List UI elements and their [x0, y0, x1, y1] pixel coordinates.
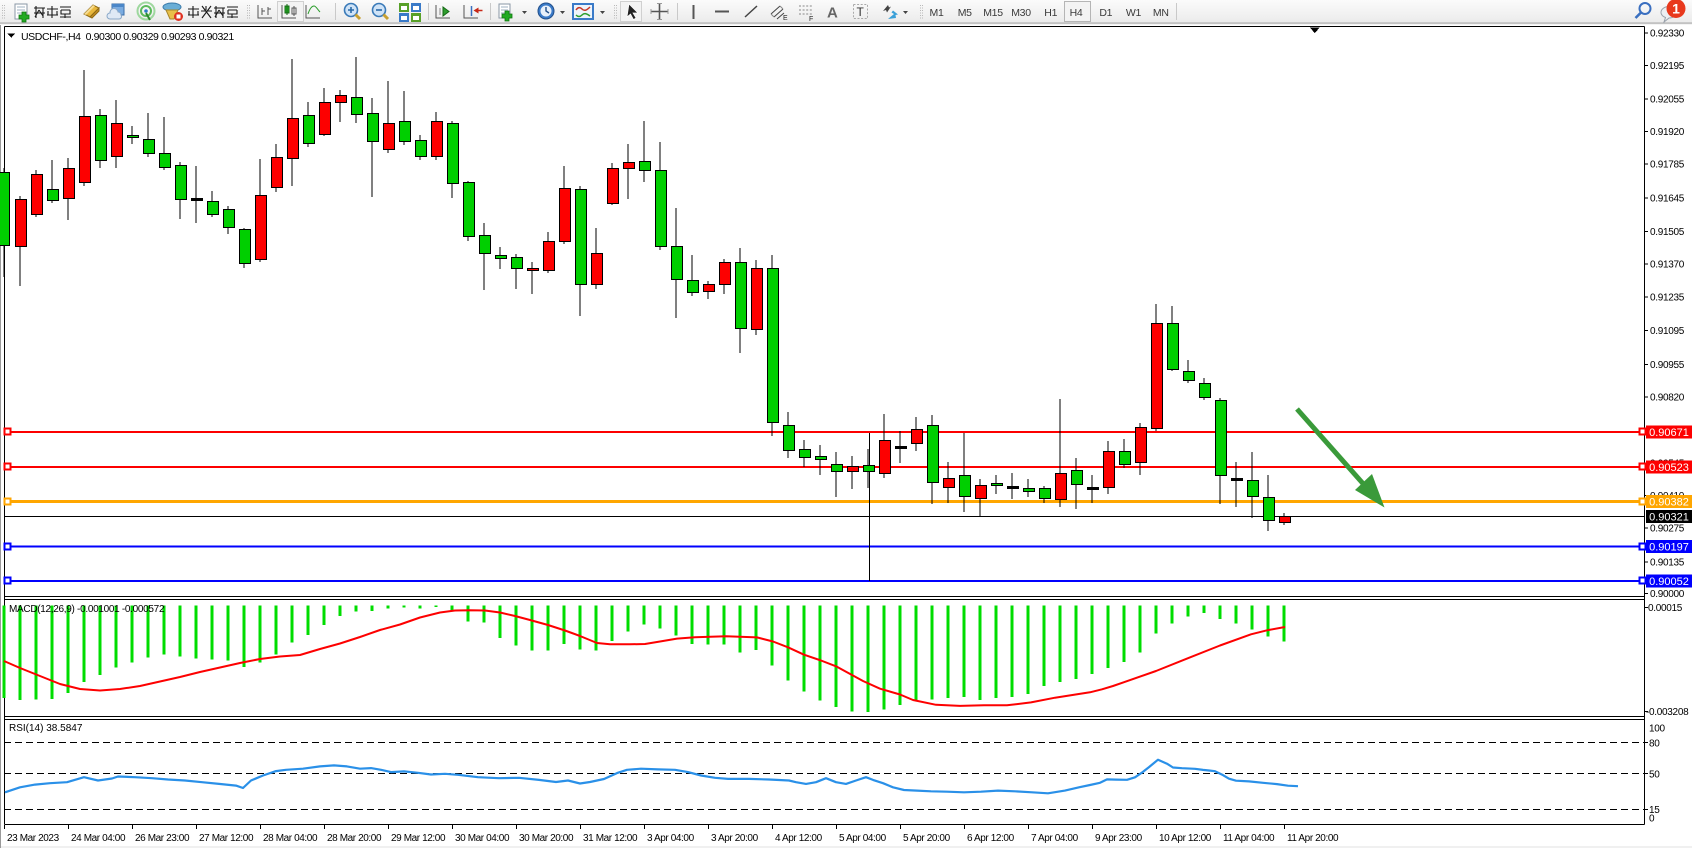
svg-text:26 Mar 23:00: 26 Mar 23:00 [135, 833, 190, 844]
svg-text:80: 80 [1649, 738, 1660, 749]
svg-text:0.90523: 0.90523 [1649, 462, 1689, 474]
svg-text:28 Mar 20:00: 28 Mar 20:00 [327, 833, 382, 844]
svg-text:50: 50 [1649, 769, 1660, 780]
svg-text:27 Mar 12:00: 27 Mar 12:00 [199, 833, 254, 844]
svg-text:0.90197: 0.90197 [1649, 542, 1689, 554]
svg-text:0.90955: 0.90955 [1650, 360, 1685, 371]
svg-text:E: E [783, 15, 788, 22]
svg-text:RSI(14) 38.5847: RSI(14) 38.5847 [9, 723, 83, 734]
svg-text:6 Apr 12:00: 6 Apr 12:00 [967, 833, 1015, 844]
svg-text:15: 15 [1649, 805, 1660, 816]
svg-text:0.91785: 0.91785 [1650, 160, 1685, 171]
svg-text:31 Mar 12:00: 31 Mar 12:00 [583, 833, 638, 844]
svg-text:0.92330: 0.92330 [1650, 28, 1685, 39]
svg-text:30 Mar 20:00: 30 Mar 20:00 [519, 833, 574, 844]
svg-text:M30: M30 [1011, 7, 1031, 19]
svg-text:0.91645: 0.91645 [1650, 193, 1685, 204]
svg-text:0.90382: 0.90382 [1649, 497, 1689, 509]
svg-text:M5: M5 [958, 7, 972, 19]
svg-text:MACD(12,26,9) -0.001001 -0.000: MACD(12,26,9) -0.001001 -0.000572 [9, 604, 165, 615]
svg-text:W1: W1 [1126, 7, 1142, 19]
svg-text:M15: M15 [983, 7, 1003, 19]
svg-text:0.90321: 0.90321 [1649, 512, 1689, 524]
svg-text:24 Mar 04:00: 24 Mar 04:00 [71, 833, 126, 844]
svg-text:-0.003208: -0.003208 [1646, 707, 1689, 718]
svg-text:A: A [827, 5, 838, 22]
svg-text:MN: MN [1153, 7, 1169, 19]
svg-text:11 Apr 20:00: 11 Apr 20:00 [1287, 833, 1339, 844]
svg-text:4 Apr 12:00: 4 Apr 12:00 [775, 833, 823, 844]
svg-text:0.91370: 0.91370 [1650, 260, 1685, 271]
svg-text:0.91235: 0.91235 [1650, 292, 1685, 303]
svg-text:30 Mar 04:00: 30 Mar 04:00 [455, 833, 510, 844]
svg-text:9 Apr 23:00: 9 Apr 23:00 [1095, 833, 1143, 844]
svg-text:100: 100 [1649, 724, 1666, 735]
svg-text:0.92195: 0.92195 [1650, 61, 1685, 72]
svg-text:29 Mar 12:00: 29 Mar 12:00 [391, 833, 446, 844]
svg-text:0: 0 [1649, 814, 1655, 825]
svg-text:5 Apr 04:00: 5 Apr 04:00 [839, 833, 887, 844]
svg-text:0.90671: 0.90671 [1649, 427, 1689, 439]
svg-text:0.92055: 0.92055 [1650, 95, 1685, 106]
svg-text:USDCHF-,H4 0.90300 0.90329 0.: USDCHF-,H4 0.90300 0.90329 0.90293 0.903… [21, 31, 234, 43]
svg-text:10 Apr 12:00: 10 Apr 12:00 [1159, 833, 1212, 844]
svg-text:0.90052: 0.90052 [1649, 576, 1689, 588]
svg-text:H4: H4 [1070, 7, 1083, 19]
svg-text:M1: M1 [930, 7, 944, 19]
svg-text:F: F [809, 16, 813, 23]
svg-text:T: T [857, 5, 865, 19]
svg-text:1: 1 [1672, 1, 1680, 17]
svg-text:D1: D1 [1099, 7, 1112, 19]
svg-text:0.00015: 0.00015 [1648, 603, 1683, 614]
svg-text:3 Apr 20:00: 3 Apr 20:00 [711, 833, 759, 844]
svg-text:23 Mar 2023: 23 Mar 2023 [7, 833, 60, 844]
svg-text:0.90275: 0.90275 [1650, 524, 1685, 535]
svg-text:0.90820: 0.90820 [1650, 392, 1685, 403]
svg-text:11 Apr 04:00: 11 Apr 04:00 [1223, 833, 1275, 844]
svg-text:0.90000: 0.90000 [1650, 589, 1685, 600]
svg-text:0.91505: 0.91505 [1650, 227, 1685, 238]
svg-text:5 Apr 20:00: 5 Apr 20:00 [903, 833, 951, 844]
svg-text:0.91920: 0.91920 [1650, 127, 1685, 138]
svg-text:0.90135: 0.90135 [1650, 557, 1685, 568]
svg-text:0.91095: 0.91095 [1650, 326, 1685, 337]
svg-text:H1: H1 [1044, 7, 1057, 19]
svg-text:7 Apr 04:00: 7 Apr 04:00 [1031, 833, 1079, 844]
svg-text:3 Apr 04:00: 3 Apr 04:00 [647, 833, 695, 844]
svg-text:28 Mar 04:00: 28 Mar 04:00 [263, 833, 318, 844]
